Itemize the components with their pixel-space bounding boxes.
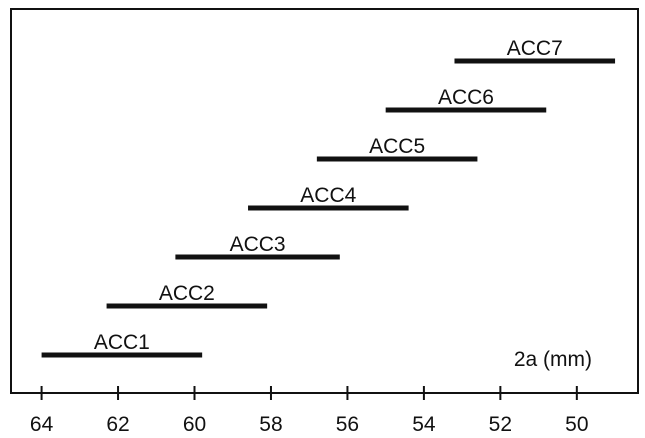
bar-label-acc1: ACC1 (94, 331, 150, 354)
x-tick-label-52: 52 (489, 413, 512, 436)
bar-label-acc7: ACC7 (507, 37, 563, 60)
x-axis-ticks: 64 62 60 58 56 54 52 50 (30, 386, 589, 436)
x-tick-label-54: 54 (412, 413, 436, 436)
x-axis-title: 2a (mm) (514, 348, 592, 371)
bar-label-acc6: ACC6 (438, 86, 494, 109)
bar-label-acc5: ACC5 (369, 135, 425, 158)
bar-label-acc2: ACC2 (159, 282, 215, 305)
x-tick-label-64: 64 (30, 413, 54, 436)
x-tick-label-56: 56 (336, 413, 359, 436)
bar-label-acc3: ACC3 (230, 233, 286, 256)
plot-frame (10, 8, 639, 394)
bars-group: ACC1 ACC2 ACC3 ACC4 ACC5 ACC6 ACC7 (41, 37, 616, 358)
bar-label-acc4: ACC4 (300, 184, 356, 207)
x-tick-label-50: 50 (565, 413, 588, 436)
x-tick-label-60: 60 (183, 413, 206, 436)
x-tick-label-58: 58 (259, 413, 282, 436)
x-tick-label-62: 62 (106, 413, 129, 436)
